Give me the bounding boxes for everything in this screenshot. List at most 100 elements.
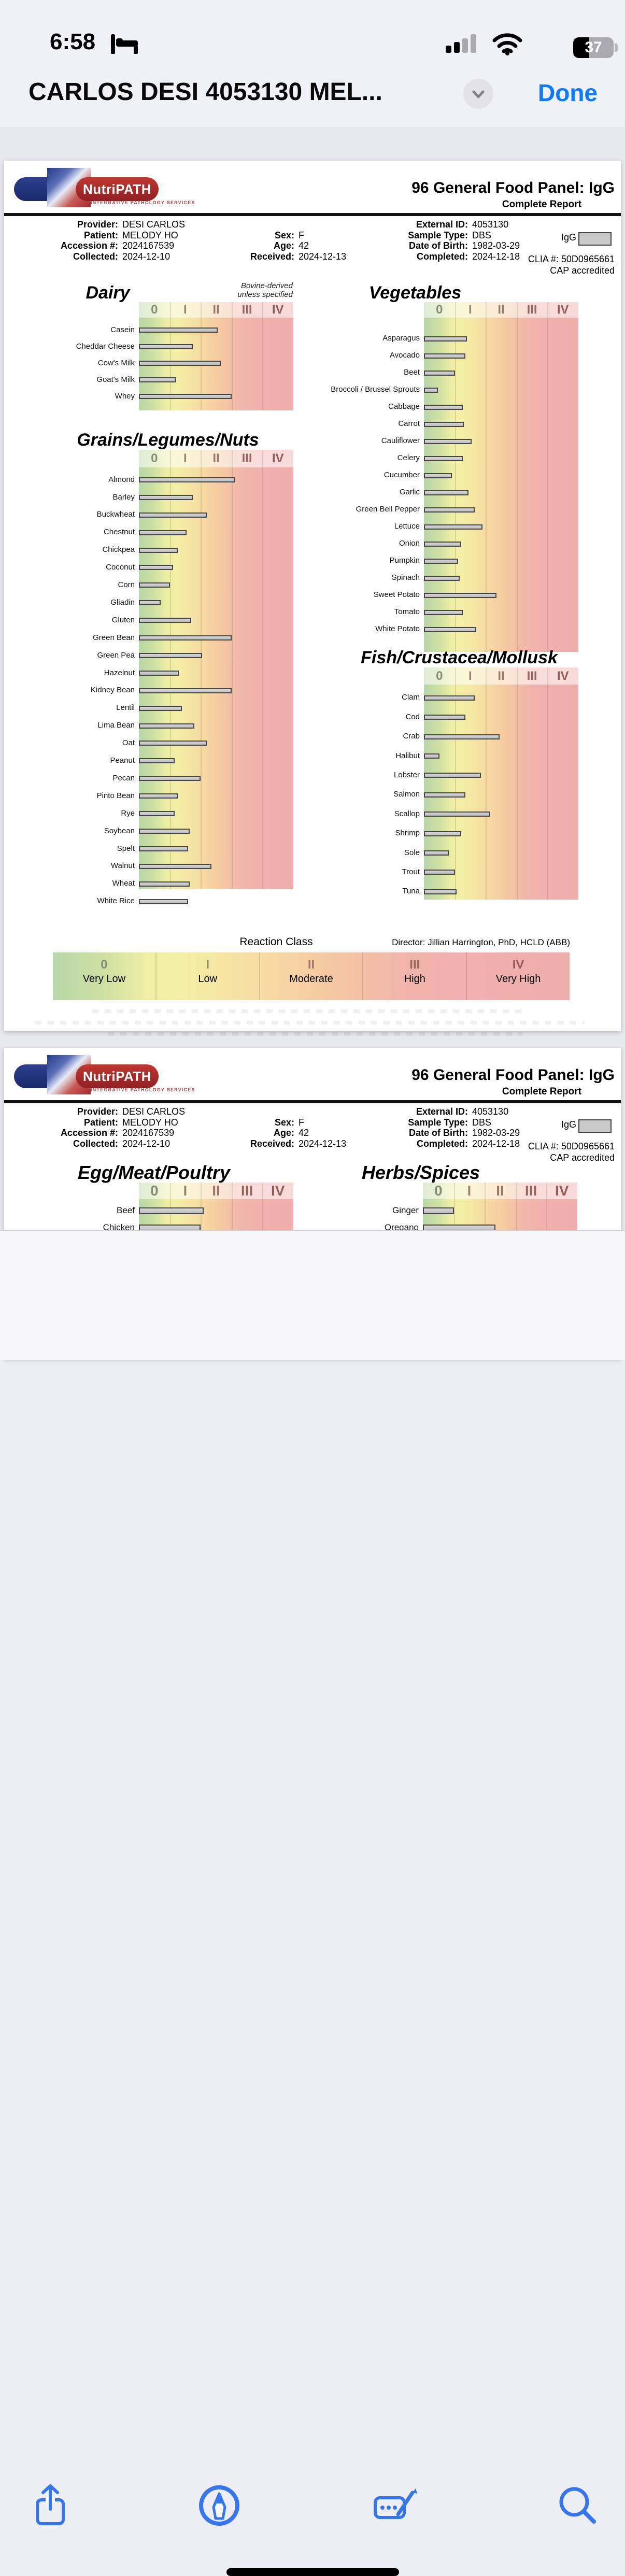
chart-bar bbox=[139, 328, 218, 333]
chart-row-label: Gliadin bbox=[110, 597, 135, 607]
scale-numeral: II bbox=[498, 669, 505, 683]
chart-row-label: Wheat bbox=[112, 879, 135, 888]
scale-numeral: I bbox=[183, 303, 187, 317]
chart-row-label: Lettuce bbox=[394, 522, 420, 531]
director-line: Director: Jillian Harrington, PhD, HCLD … bbox=[392, 937, 570, 947]
chart-bar bbox=[139, 705, 182, 711]
info-value: 4053130 bbox=[472, 1106, 509, 1117]
chart-title: Egg/Meat/Poultry bbox=[77, 1162, 231, 1183]
scale-numeral: II bbox=[212, 303, 220, 317]
chart-title: Dairy bbox=[86, 283, 130, 303]
battery-cap bbox=[615, 44, 618, 52]
band-divider bbox=[547, 667, 549, 900]
scale-numeral: 0 bbox=[434, 1183, 443, 1199]
chart-bar bbox=[424, 421, 464, 427]
chart-bar bbox=[139, 530, 187, 535]
igg-legend-swatch bbox=[578, 1119, 612, 1133]
chart-bar bbox=[424, 734, 500, 739]
chart-bar bbox=[424, 490, 469, 495]
band-divider bbox=[262, 1183, 264, 1266]
home-indicator[interactable] bbox=[226, 2568, 399, 2576]
brand-tagline: INTEGRATIVE PATHOLOGY SERVICES bbox=[91, 200, 195, 205]
chart-row-label: Chickpea bbox=[102, 545, 135, 554]
band-divider bbox=[486, 667, 487, 900]
chart-bar bbox=[139, 547, 178, 553]
chart-row-label: Coconut bbox=[106, 563, 135, 572]
nutripath-logo: NutriPATH bbox=[76, 177, 159, 201]
form-fill-icon[interactable] bbox=[372, 2482, 419, 2529]
chart-note-line: Bovine-derived bbox=[240, 281, 293, 290]
legend-cell: I Low bbox=[157, 952, 260, 1000]
document-title: CARLOS DESI 4053130 MEL... bbox=[29, 78, 382, 106]
scale-numeral: III bbox=[527, 669, 537, 683]
scale-numeral: III bbox=[524, 1183, 537, 1199]
patient-info-column-2: Sex: F Age: 42 Received: 2024-12-13 bbox=[222, 219, 346, 262]
info-value: 2024167539 bbox=[122, 1128, 175, 1138]
chart-row-label: Gluten bbox=[111, 615, 135, 624]
info-value: 2024-12-13 bbox=[299, 1138, 347, 1149]
done-button[interactable]: Done bbox=[538, 79, 598, 106]
chart-row-label: Green Pea bbox=[97, 650, 135, 660]
header-rule bbox=[4, 1100, 621, 1103]
bottom-toolbar bbox=[0, 1230, 625, 2576]
scale-numeral: I bbox=[183, 1183, 188, 1199]
scale-numeral: II bbox=[496, 1183, 504, 1199]
chart-row-label: Crab bbox=[403, 732, 420, 741]
chart-row-label: Asparagus bbox=[382, 334, 420, 343]
chart-scale-header bbox=[139, 302, 293, 318]
info-value: 1982-03-29 bbox=[472, 240, 520, 251]
scale-numeral: 0 bbox=[436, 669, 443, 683]
chart-scale-header bbox=[139, 1183, 293, 1199]
chart-row-label: Almond bbox=[108, 475, 135, 484]
cap-accredited: CAP accredited bbox=[550, 1152, 615, 1163]
scale-numeral: IV bbox=[271, 1183, 285, 1199]
battery-icon: 37 bbox=[573, 37, 614, 58]
markup-pen-icon[interactable] bbox=[196, 2482, 243, 2529]
chart-row-label: Pumpkin bbox=[389, 556, 420, 565]
chart-row-label: Kidney Bean bbox=[90, 686, 135, 695]
chart-row-label: Pinto Bean bbox=[96, 791, 135, 800]
chart-bar bbox=[139, 494, 193, 500]
chart-row-label: Rye bbox=[121, 808, 135, 818]
chart-row-label: Buckwheat bbox=[96, 510, 135, 519]
band-divider bbox=[201, 302, 202, 410]
info-label bbox=[222, 1106, 294, 1117]
screen: 6:58 37 CARLOS DESI 4053130 MEL... bbox=[0, 29, 625, 2576]
chart-row-label: Beet bbox=[404, 368, 420, 377]
chart-row-label: Oat bbox=[122, 738, 135, 748]
chart-bar bbox=[424, 507, 475, 513]
search-icon[interactable] bbox=[555, 2482, 601, 2529]
chart-row-label: Peanut bbox=[110, 756, 135, 765]
chart-bar bbox=[139, 477, 235, 482]
title-dropdown-button[interactable] bbox=[463, 79, 493, 109]
chart-track bbox=[139, 302, 293, 410]
document-scroll-area[interactable]: NutriPATH INTEGRATIVE PATHOLOGY SERVICES… bbox=[0, 127, 625, 1359]
clia-number: CLIA #: 50D0965661 bbox=[528, 1141, 615, 1151]
scale-numeral: IV bbox=[272, 303, 284, 317]
info-label: Date of Birth: bbox=[409, 240, 468, 251]
chart-row-label: Pecan bbox=[112, 773, 135, 782]
band-divider bbox=[515, 1183, 517, 1266]
chart-bar bbox=[424, 404, 463, 410]
scale-numeral: I bbox=[467, 1183, 472, 1199]
chart-row-label: Cabbage bbox=[388, 402, 420, 411]
chart-bar bbox=[424, 870, 455, 875]
chart-bar bbox=[424, 524, 483, 530]
chart-bar bbox=[139, 1207, 204, 1214]
info-label: Provider: bbox=[77, 1106, 118, 1117]
band-divider bbox=[262, 450, 264, 889]
chart-note-line: unless specified bbox=[237, 290, 293, 299]
chart-bar bbox=[139, 846, 189, 851]
info-value: DESI CARLOS bbox=[122, 219, 186, 230]
chart-track bbox=[424, 667, 578, 900]
band-divider bbox=[516, 302, 518, 652]
share-icon[interactable] bbox=[27, 2482, 74, 2529]
faded-disclaimer bbox=[35, 1021, 585, 1024]
band-divider bbox=[231, 450, 233, 889]
chart-bar bbox=[139, 582, 170, 588]
scale-numeral: IV bbox=[557, 303, 569, 317]
info-label: Received: bbox=[250, 1138, 294, 1149]
chart-bar bbox=[139, 863, 212, 869]
chart-bar bbox=[139, 776, 201, 781]
chart-row-label: Chestnut bbox=[103, 528, 135, 537]
